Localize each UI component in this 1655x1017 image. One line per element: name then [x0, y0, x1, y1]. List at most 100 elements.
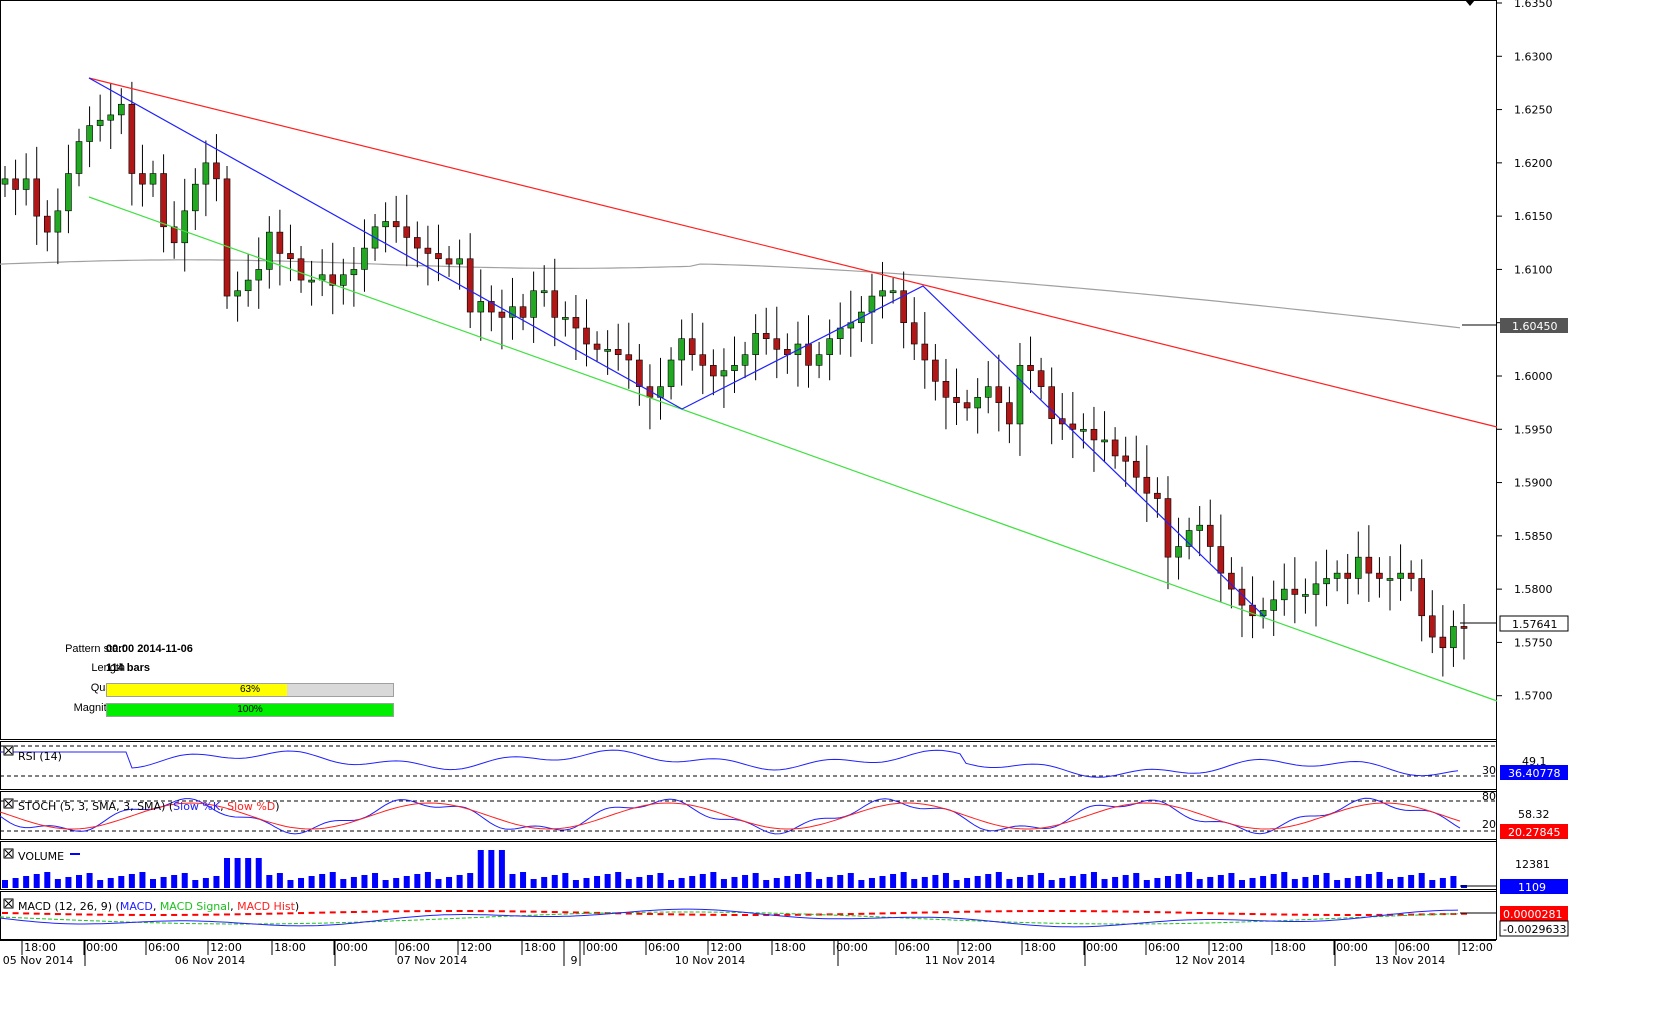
- candle: [392, 195, 400, 243]
- macd-hist-bar: [213, 913, 220, 916]
- candle: [1080, 413, 1087, 449]
- macd-hist-bar: [942, 911, 949, 914]
- candle: [1037, 357, 1045, 400]
- candle: [414, 221, 421, 268]
- macd-hist-bar: [1281, 913, 1288, 916]
- volume-bar: [1038, 873, 1045, 888]
- ma-value-label: 1.60450: [1512, 320, 1558, 333]
- volume-bar: [1334, 880, 1341, 888]
- volume-bar: [150, 879, 157, 888]
- date-label: 10 Nov 2014: [675, 954, 745, 967]
- macd-hist-bar: [530, 910, 537, 913]
- volume-bar: [657, 873, 664, 888]
- volume-bar: [572, 880, 579, 888]
- macd-hist-bar: [224, 913, 231, 916]
- volume-bar: [372, 873, 379, 888]
- volume-bar: [1450, 876, 1457, 888]
- candle: [213, 134, 220, 202]
- volume-bar: [710, 872, 717, 888]
- candle: [1386, 556, 1394, 611]
- macd-hist-bar: [562, 911, 569, 914]
- macd-hist-bar: [572, 911, 579, 914]
- price-tick-label: 1.6100: [1514, 263, 1553, 276]
- macd-hist-bar: [308, 911, 315, 914]
- hour-label: 12:00: [460, 941, 492, 954]
- candle: [276, 209, 284, 286]
- macd-hist-bar: [1249, 913, 1256, 916]
- candle: [1450, 610, 1457, 667]
- candle: [488, 285, 495, 332]
- macd-hist-bar: [150, 913, 157, 916]
- candle: [731, 336, 738, 394]
- macd-hist-bar: [139, 913, 146, 916]
- macd-hist-bar: [1133, 910, 1140, 913]
- date-label: 11 Nov 2014: [925, 954, 995, 967]
- candle: [879, 261, 886, 319]
- volume-bar: [266, 875, 273, 888]
- volume-bar: [890, 874, 897, 888]
- macd-label: MACD (12, 26, 9) (MACD, MACD Signal, MAC…: [18, 900, 299, 913]
- volume-bar: [1355, 876, 1362, 888]
- volume-bar: [678, 878, 685, 888]
- candle: [678, 319, 685, 386]
- volume-bar: [594, 876, 601, 888]
- volume-bar: [615, 872, 622, 888]
- macd-hist-bar: [953, 910, 960, 913]
- hour-label: 00:00: [586, 941, 618, 954]
- macd-hist-bar: [160, 913, 167, 916]
- hour-label: 18:00: [274, 941, 306, 954]
- volume-bar: [467, 873, 474, 888]
- macd-hist-bar: [890, 912, 897, 915]
- candle: [1217, 514, 1225, 602]
- length-row: Length 114 bars: [30, 662, 410, 678]
- candle: [340, 258, 347, 305]
- volume-bar: [699, 874, 706, 888]
- candle: [1312, 561, 1320, 627]
- macd-hist-bar: [773, 913, 780, 916]
- macd-hist-bar: [1217, 912, 1224, 915]
- volume-bar: [1186, 872, 1193, 888]
- macd-hist-bar: [858, 912, 865, 915]
- volume-bar: [1027, 875, 1034, 888]
- hour-label: 00:00: [1336, 941, 1368, 954]
- macd-hist-bar: [1069, 910, 1076, 913]
- macd-hist-bar: [181, 913, 188, 916]
- volume-bar: [541, 877, 548, 888]
- candle: [688, 313, 696, 371]
- volume-bar: [1069, 876, 1076, 888]
- hour-label: 18:00: [524, 941, 556, 954]
- volume-bar: [1016, 877, 1023, 888]
- macd-hist-bar: [1397, 913, 1404, 916]
- macd-hist-bar: [192, 913, 199, 916]
- volume-bar: [995, 872, 1002, 888]
- candle: [12, 159, 19, 216]
- macd-hist-bar: [488, 910, 495, 913]
- volume-bar: [879, 876, 886, 888]
- price-tick-label: 1.5950: [1514, 423, 1553, 436]
- macd-hist-bar: [1080, 910, 1087, 913]
- candle: [1397, 544, 1404, 601]
- scroll-marker-icon[interactable]: [1465, 0, 1475, 6]
- volume-bar: [54, 879, 61, 888]
- candle: [1175, 517, 1182, 580]
- volume-bar: [276, 873, 283, 888]
- candle: [1101, 411, 1108, 463]
- volume-bar: [1365, 874, 1372, 888]
- hour-label: 06:00: [648, 941, 680, 954]
- candle: [710, 349, 717, 396]
- macd-hist-bar: [678, 913, 685, 916]
- candle: [1027, 336, 1034, 394]
- hour-label: 18:00: [1024, 941, 1056, 954]
- macd-hist-bar: [900, 911, 907, 914]
- macd-hist-bar: [826, 913, 833, 916]
- length-value: 114 bars: [106, 662, 151, 674]
- macd-hist-bar: [319, 911, 326, 914]
- hour-label: 06:00: [398, 941, 430, 954]
- macd-hist-bar: [446, 910, 453, 913]
- macd-hist-bar: [414, 910, 421, 913]
- candle: [181, 178, 189, 272]
- macd-hist-bar: [879, 912, 886, 915]
- hour-label: 18:00: [1274, 941, 1306, 954]
- candle: [984, 361, 992, 414]
- candle: [1365, 525, 1373, 602]
